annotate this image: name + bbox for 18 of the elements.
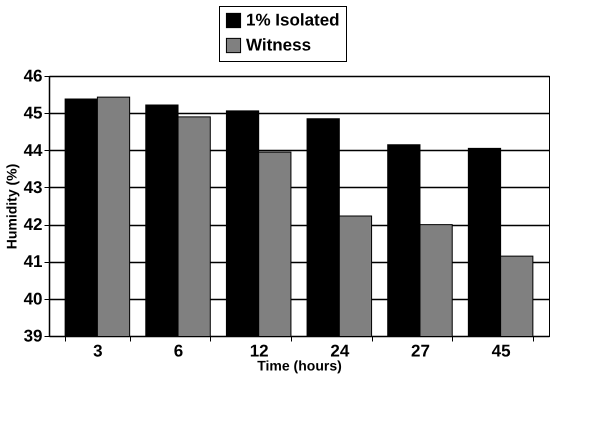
y-tick-label: 45 (24, 104, 42, 123)
y-tick-label: 46 (24, 66, 42, 86)
y-tick-label: 39 (24, 326, 42, 346)
x-tick-label: 24 (330, 342, 350, 360)
x-tick-label: 45 (492, 342, 511, 360)
legend-label: 1% Isolated (246, 10, 340, 30)
y-tick-label: 40 (24, 289, 42, 308)
x-axis-title: Time (hours) (257, 358, 342, 374)
y-tick-label: 44 (24, 140, 44, 160)
y-tick-label: 43 (24, 178, 42, 197)
x-tick-label: 6 (174, 342, 184, 360)
y-tick-label: 42 (24, 215, 42, 234)
x-tick-label: 12 (250, 342, 269, 360)
legend-label: Witness (246, 36, 312, 54)
x-tick-label: 27 (411, 342, 430, 360)
y-tick-label: 41 (24, 252, 42, 272)
y-axis-title: Humidity (%) (4, 164, 20, 250)
x-tick-label: 3 (93, 342, 103, 360)
